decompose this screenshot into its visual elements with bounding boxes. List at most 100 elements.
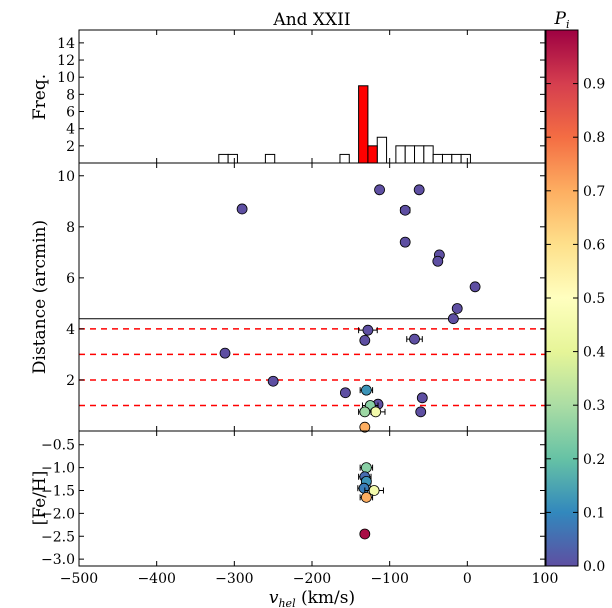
colorbar-tick-label: 0.7 [583, 184, 605, 200]
histogram-bar [218, 153, 229, 164]
histogram-bars [218, 85, 471, 164]
x-tick-label: −500 [60, 571, 98, 587]
data-point [359, 334, 371, 346]
data-point [360, 384, 372, 396]
histogram-ylabel: Freq. [30, 74, 50, 120]
metallicity-ylabel: [Fe/H] [30, 471, 50, 526]
metallicity-y-ticks: −0.5 −1.0 −1.5 −2.0 −2.5 −3.0 [41, 438, 545, 568]
data-point [469, 281, 481, 293]
y-tick-label: −2.0 [41, 506, 75, 522]
x-tick-label: 0 [463, 571, 472, 587]
y-tick-label: −1.5 [41, 483, 75, 499]
y-tick-label: 12 [57, 53, 75, 69]
data-point [360, 462, 372, 474]
member-bar [367, 145, 378, 164]
chart-title: And XXII [272, 10, 350, 30]
distance-panel: 2 4 6 8 10 Distance (arcmin) [30, 162, 546, 433]
data-point [359, 528, 371, 540]
distance-y-ticks: 2 4 6 8 10 [57, 169, 545, 389]
y-tick-label: 8 [66, 220, 75, 236]
data-point [399, 236, 411, 248]
data-point [415, 406, 427, 418]
colorbar-gradient [545, 29, 579, 567]
y-tick-label: 4 [66, 322, 75, 338]
x-tick-label: −400 [137, 571, 175, 587]
histogram-bar [451, 153, 462, 164]
data-point [374, 184, 385, 196]
colorbar-tick-label: 0.1 [583, 505, 605, 521]
data-point [359, 421, 371, 433]
data-point [368, 485, 380, 496]
y-tick-label: −0.5 [41, 438, 75, 454]
y-tick-label: 10 [57, 169, 75, 185]
metallicity-panel: −0.5 −1.0 −1.5 −2.0 −2.5 −3.0 −500 −400 −300 −20… [30, 30, 558, 608]
x-tick-label: −300 [215, 571, 253, 587]
x-tick-label: 100 [532, 571, 559, 587]
colorbar-tick-label: 0.4 [583, 345, 605, 361]
histogram-bar [227, 153, 238, 164]
histogram-bar [414, 145, 425, 164]
distance-reference-lines [79, 318, 545, 407]
histogram-bar [264, 153, 276, 164]
histogram-bar [460, 153, 471, 164]
y-tick-label: 6 [66, 105, 75, 121]
colorbar-label: Pi [554, 9, 570, 31]
histogram-bar [441, 153, 453, 164]
distance-ylabel: Distance (arcmin) [30, 220, 50, 374]
y-tick-label: 10 [57, 70, 75, 86]
colorbar-tick-label: 0.3 [583, 398, 605, 414]
metallicity-frame [78, 430, 546, 567]
data-point [267, 375, 279, 387]
data-point [432, 255, 444, 267]
y-tick-label: 4 [66, 122, 75, 138]
colorbar-tick-label: 0.5 [583, 291, 605, 307]
metallicity-points [357, 462, 384, 540]
histogram-bar [339, 153, 350, 164]
data-point [370, 406, 382, 418]
colorbar: 0.0 0.1 0.2 0.3 0.4 0.5 0.6 0.7 0.8 0.9 Pi [545, 9, 605, 575]
y-tick-label: −3.0 [41, 552, 75, 568]
data-point [359, 406, 371, 418]
histogram-bar [423, 145, 434, 164]
colorbar-tick-label: 0.0 [583, 559, 605, 575]
data-point [360, 491, 372, 503]
data-point [339, 387, 351, 399]
data-point [236, 203, 248, 215]
histogram-bar [376, 136, 388, 164]
x-axis-label-units: (km/s) [296, 588, 356, 608]
data-point [416, 392, 428, 404]
histogram-frame [78, 29, 546, 164]
y-tick-label: −1.0 [41, 461, 75, 477]
y-tick-label: 8 [66, 87, 75, 103]
data-point [399, 204, 411, 216]
x-axis-label: vhel (km/s) [269, 588, 355, 608]
data-point [447, 313, 459, 325]
colorbar-tick-label: 0.6 [583, 237, 605, 253]
x-axis-label-sub: hel [278, 597, 296, 608]
data-point [409, 333, 420, 345]
member-bar [358, 85, 369, 164]
y-tick-label: 2 [66, 373, 75, 389]
y-tick-label: 6 [66, 271, 75, 287]
data-point [451, 303, 463, 314]
histogram-bar [432, 153, 443, 164]
y-tick-label: 14 [57, 36, 75, 52]
x-tick-label: −100 [370, 571, 408, 587]
data-point [219, 347, 231, 359]
x-axis-label-base: v [269, 588, 279, 608]
colorbar-ticks: 0.0 0.1 0.2 0.3 0.4 0.5 0.6 0.7 0.8 0.9 [546, 77, 605, 575]
colorbar-tick-label: 0.8 [583, 130, 605, 146]
x-tick-label: −200 [293, 571, 331, 587]
colorbar-label-base: P [554, 9, 567, 29]
data-point [413, 184, 425, 196]
y-tick-label: −2.5 [41, 529, 75, 545]
distance-points [219, 184, 481, 433]
colorbar-tick-label: 0.2 [583, 452, 605, 468]
histogram-bar [404, 145, 416, 164]
data-point [358, 482, 370, 494]
y-tick-label: 2 [66, 139, 75, 155]
colorbar-label-sub: i [566, 18, 570, 31]
